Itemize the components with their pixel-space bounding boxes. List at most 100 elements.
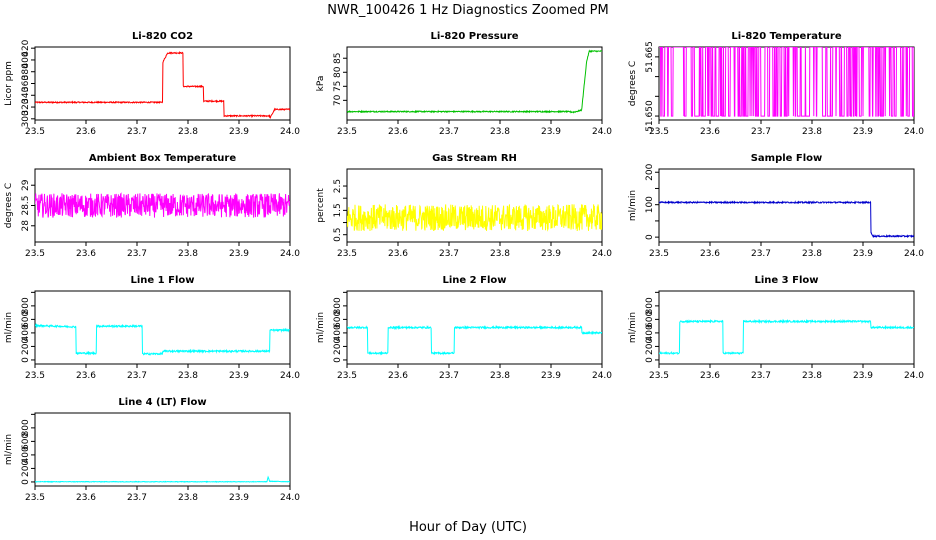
y-tick-label: 340 (21, 86, 31, 103)
panel-title: Li-820 Pressure (430, 31, 518, 42)
x-tick-label: 23.7 (751, 249, 771, 259)
x-tick-label: 23.5 (25, 127, 45, 137)
y-tick-label: 0 (645, 357, 655, 363)
plot-frame (34, 290, 291, 365)
y-axis-label: Licor ppm (4, 61, 14, 106)
x-tick-label: 24.0 (904, 127, 924, 137)
x-tick-label: 23.9 (541, 127, 561, 137)
y-axis-label: kPa (316, 76, 326, 92)
y-tick-label: 85 (333, 53, 343, 64)
x-tick-label: 23.9 (229, 371, 249, 381)
x-tick-label: 23.8 (490, 127, 510, 137)
y-tick-label: 600 (21, 433, 31, 450)
x-tick-label: 23.5 (25, 493, 45, 503)
y-tick-label: 200 (21, 460, 31, 477)
y-tick-label: 800 (333, 297, 343, 314)
series-line (659, 47, 914, 117)
x-tick-label: 23.8 (802, 127, 822, 137)
x-tick-label: 23.6 (700, 127, 720, 137)
plot-frame (658, 168, 915, 243)
y-tick-label: 28 (21, 220, 31, 232)
y-tick-label: 200 (645, 338, 655, 355)
y-tick-label: 400 (645, 324, 655, 341)
x-tick-label: 23.8 (490, 249, 510, 259)
panel-title: Sample Flow (751, 153, 823, 164)
x-tick-label: 23.9 (541, 371, 561, 381)
x-tick-label: 24.0 (592, 371, 612, 381)
series-line (35, 50, 290, 119)
x-tick-label: 23.6 (388, 127, 408, 137)
y-axis-label: ml/min (4, 312, 14, 343)
x-tick-label: 23.5 (649, 371, 669, 381)
panel-title: Gas Stream RH (432, 153, 517, 164)
x-tick-label: 23.9 (229, 127, 249, 137)
x-tick-label: 24.0 (280, 371, 300, 381)
x-tick-label: 23.6 (388, 249, 408, 259)
y-tick-label: 51.650 (645, 100, 655, 132)
y-tick-label: 28.5 (21, 195, 31, 215)
y-tick-label: 360 (21, 75, 31, 92)
x-tick-label: 23.6 (76, 371, 96, 381)
y-axis-label: degrees C (4, 183, 14, 228)
x-tick-label: 23.6 (388, 371, 408, 381)
x-tick-label: 23.6 (700, 371, 720, 381)
x-tick-label: 24.0 (280, 249, 300, 259)
plot-frame (346, 168, 603, 243)
y-tick-label: 200 (645, 163, 655, 180)
x-tick-label: 24.0 (904, 371, 924, 381)
y-tick-label: 800 (21, 297, 31, 314)
y-tick-label: 300 (21, 110, 31, 127)
panel-title: Li-820 Temperature (731, 31, 841, 42)
y-tick-label: 380 (21, 63, 31, 80)
x-tick-label: 23.5 (337, 127, 357, 137)
y-tick-label: 1.5 (333, 203, 343, 217)
x-tick-label: 23.9 (541, 249, 561, 259)
series-line (347, 203, 602, 232)
panel-7: Line 1 Flow 23.5 23.6 23.7 23.8 23.9 24.0 0 2004… (4, 275, 300, 381)
x-tick-label: 23.5 (25, 249, 45, 259)
y-tick-label: 600 (645, 311, 655, 328)
x-tick-label: 23.5 (25, 371, 45, 381)
x-tick-label: 23.8 (490, 371, 510, 381)
y-tick-label: 800 (645, 297, 655, 314)
x-tick-label: 24.0 (592, 249, 612, 259)
x-tick-label: 23.5 (649, 249, 669, 259)
x-tick-label: 23.7 (751, 371, 771, 381)
panel-title: Line 4 (LT) Flow (118, 397, 206, 408)
x-tick-label: 23.8 (178, 493, 198, 503)
y-tick-label: 2.5 (333, 179, 343, 193)
panel-6: Sample Flow 23.5 23.6 23.7 23.8 23.9 24.0 0 100 2… (628, 153, 924, 259)
y-tick-label: 75 (333, 81, 343, 92)
panel-3: Li-820 Temperature 23.5 23.6 23.7 23.8 23.9 24… (628, 31, 924, 137)
panel-10: Line 4 (LT) Flow 23.5 23.6 23.7 23.8 23.9 24.0… (4, 397, 300, 503)
panel-5: Gas Stream RH 23.5 23.6 23.7 23.8 23.9 24.0 0.5… (316, 153, 612, 259)
x-tick-label: 23.7 (751, 127, 771, 137)
series-line (347, 49, 602, 114)
plot-frame (346, 46, 603, 121)
x-tick-label: 23.7 (127, 371, 147, 381)
x-tick-label: 24.0 (592, 127, 612, 137)
panel-8: Line 2 Flow 23.5 23.6 23.7 23.8 23.9 24.0 0 2004… (316, 275, 612, 381)
y-tick-label: 400 (333, 324, 343, 341)
x-tick-label: 23.7 (439, 249, 459, 259)
x-tick-label: 23.9 (229, 249, 249, 259)
plot-frame (34, 412, 291, 487)
x-tick-label: 23.6 (76, 493, 96, 503)
x-tick-label: 23.9 (853, 371, 873, 381)
y-tick-label: 70 (333, 94, 343, 106)
y-axis-label: ml/min (4, 434, 14, 465)
x-tick-label: 23.7 (127, 127, 147, 137)
y-axis-label: ml/min (628, 190, 638, 221)
series-line (35, 322, 290, 357)
y-tick-label: 0.5 (333, 228, 343, 242)
y-tick-label: 400 (21, 324, 31, 341)
y-axis-label: degrees C (628, 61, 638, 106)
figure-title: NWR_100426 1 Hz Diagnostics Zoomed PM (327, 3, 609, 18)
panel-title: Li-820 CO2 (132, 31, 193, 42)
series-line (35, 475, 290, 483)
x-tick-label: 23.5 (337, 371, 357, 381)
panel-2: Li-820 Pressure 23.5 23.6 23.7 23.8 23.9 24.0 7… (316, 31, 612, 137)
y-tick-label: 51.665 (645, 41, 655, 73)
x-tick-label: 23.8 (802, 371, 822, 381)
y-axis-label: percent (316, 188, 326, 223)
